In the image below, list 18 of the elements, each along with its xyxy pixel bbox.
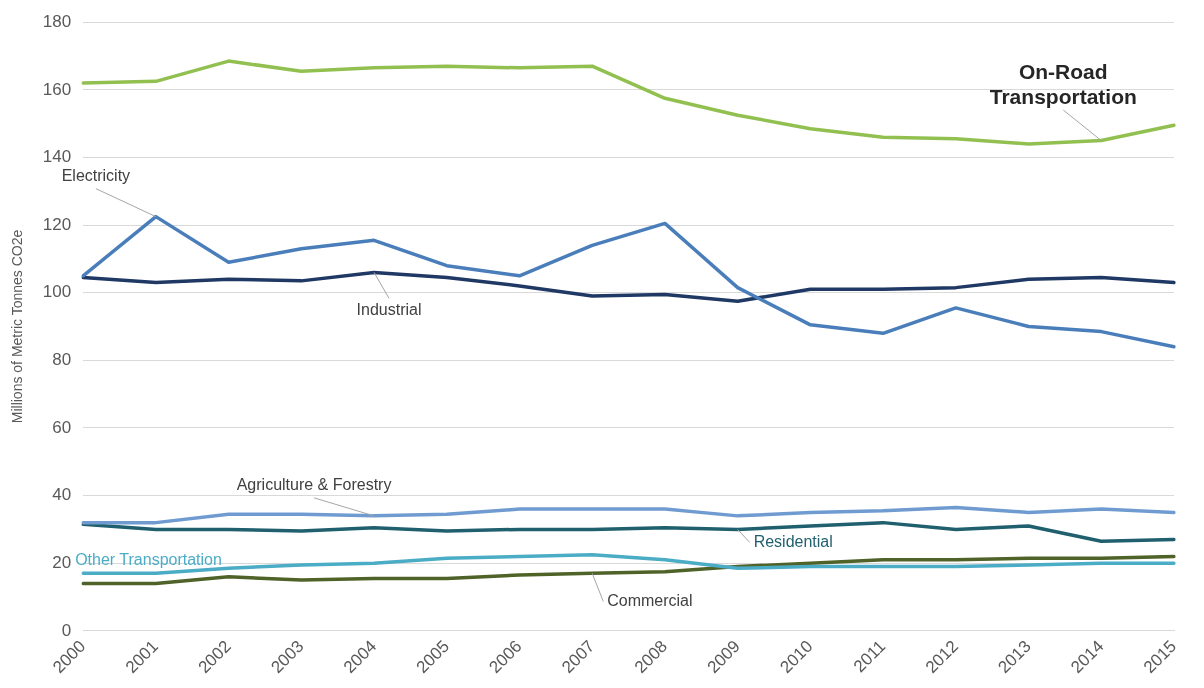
y-tick-label: 0	[61, 620, 72, 640]
y-tick-label: 160	[42, 79, 72, 99]
y-tick-label: 60	[52, 417, 72, 437]
y-tick-label: 120	[42, 214, 72, 234]
series-label: Other Transportation	[75, 550, 222, 568]
y-tick-label: 80	[52, 350, 72, 370]
y-tick-label: 140	[42, 147, 72, 167]
text: Electricity	[61, 167, 131, 185]
y-tick-label: 100	[42, 282, 72, 302]
series-label: Agriculture & Forestry	[236, 476, 392, 494]
y-tick-label: 180	[42, 11, 72, 31]
series-label: On-Road Transportation	[989, 59, 1137, 108]
y-tick-label: 20	[52, 552, 72, 572]
series-label: Residential	[753, 532, 833, 550]
series-label: Industrial	[356, 300, 422, 318]
y-axis-title: Millions of Metric Tonnes CO2e	[9, 229, 26, 424]
y-tick-label: 40	[52, 485, 72, 505]
series-label: Commercial	[607, 591, 693, 609]
